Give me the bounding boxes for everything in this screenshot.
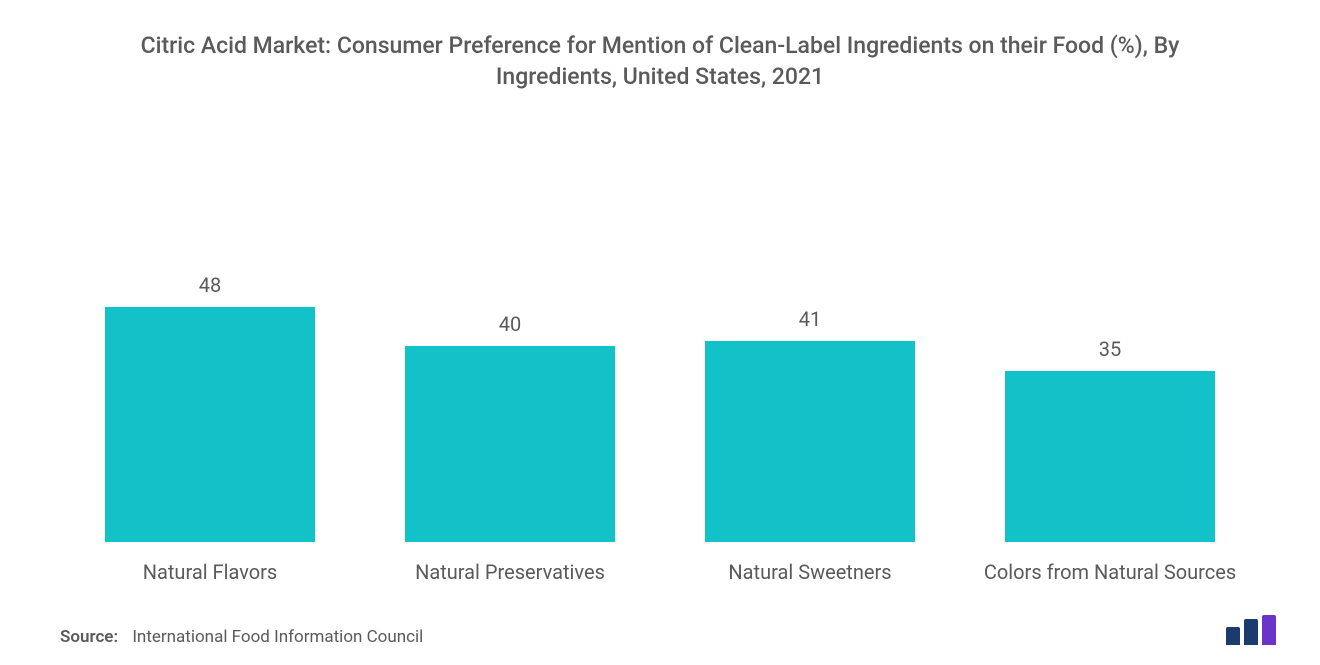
source-label: Source:: [60, 627, 118, 647]
category-label: Natural Preservatives: [366, 560, 654, 620]
chart-container: Citric Acid Market: Consumer Preference …: [0, 0, 1320, 665]
bar-value-label: 40: [499, 312, 521, 336]
bar: [705, 341, 915, 542]
bar-group: 48: [66, 273, 354, 542]
bar-value-label: 35: [1099, 337, 1121, 361]
brand-logo-icon: [1224, 615, 1280, 647]
plot-area: 48 40 41 35: [60, 142, 1260, 542]
bar-group: 35: [966, 337, 1254, 543]
bar: [105, 307, 315, 542]
category-axis: Natural Flavors Natural Preservatives Na…: [60, 560, 1260, 620]
category-label: Natural Flavors: [66, 560, 354, 620]
category-label: Colors from Natural Sources: [966, 560, 1254, 620]
bar-value-label: 48: [199, 273, 221, 297]
bar-group: 40: [366, 312, 654, 542]
category-label: Natural Sweetners: [666, 560, 954, 620]
bar-value-label: 41: [799, 307, 821, 331]
bar: [1005, 371, 1215, 543]
chart-title: Citric Acid Market: Consumer Preference …: [120, 30, 1200, 92]
source-text: International Food Information Council: [132, 627, 423, 647]
bar: [405, 346, 615, 542]
bar-group: 41: [666, 307, 954, 542]
source-footer: Source: International Food Information C…: [60, 627, 423, 647]
